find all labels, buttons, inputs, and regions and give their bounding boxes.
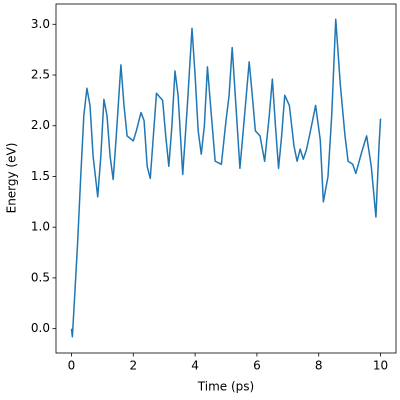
x-tick-label: 4	[191, 359, 199, 373]
y-tick-label: 2.0	[31, 118, 50, 132]
y-tick-label: 1.0	[31, 220, 50, 234]
x-tick-label: 8	[315, 359, 323, 373]
y-tick-label: 0.5	[31, 270, 50, 284]
x-tick-label: 10	[373, 359, 388, 373]
y-tick-label: 1.5	[31, 169, 50, 183]
data-line	[70, 18, 382, 338]
y-tick-label: 0.0	[31, 321, 50, 335]
plot-frame	[55, 3, 397, 354]
x-tick-label: 6	[253, 359, 261, 373]
x-tick-label: 2	[129, 359, 137, 373]
y-tick-label: 2.5	[31, 68, 50, 82]
x-tick-label: 0	[68, 359, 76, 373]
y-tick-label: 3.0	[31, 17, 50, 31]
y-axis-label: Energy (eV)	[5, 143, 19, 214]
x-axis-label: Time (ps)	[197, 380, 254, 394]
